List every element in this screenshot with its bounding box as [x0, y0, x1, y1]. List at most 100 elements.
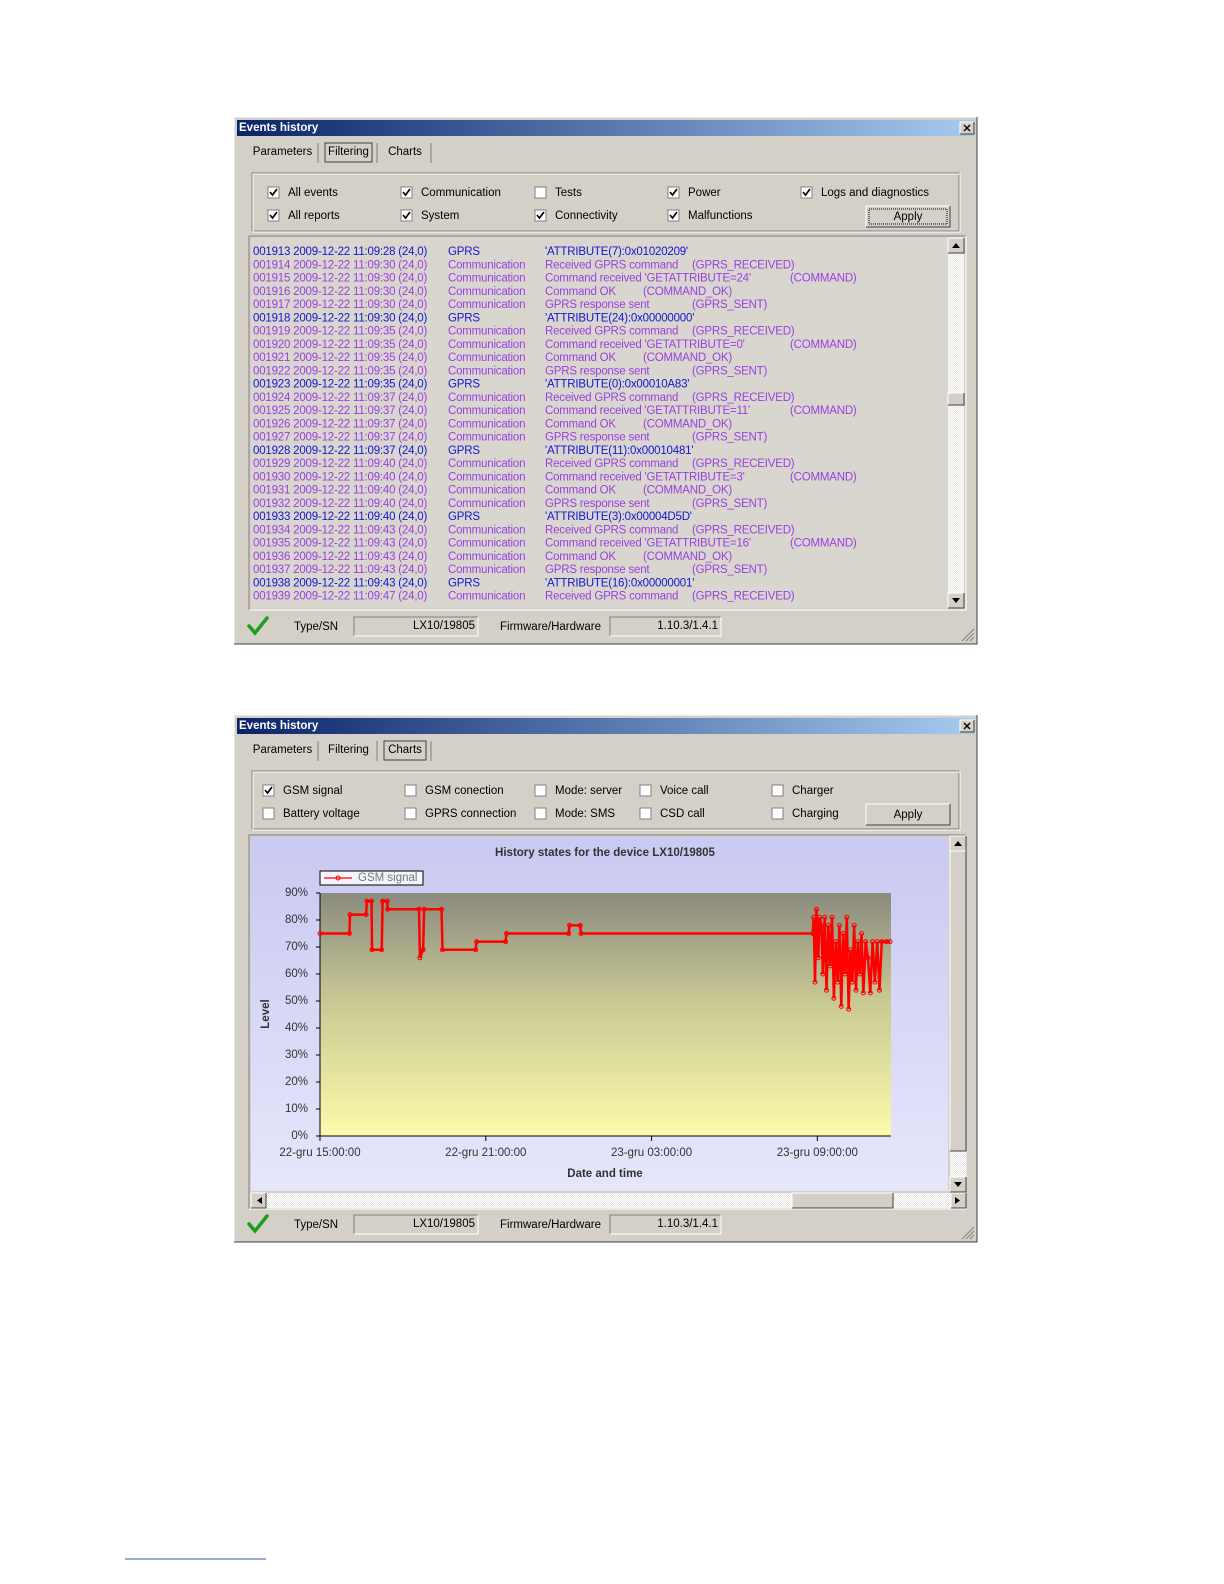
event-category: Communication: [448, 352, 525, 364]
data-point: [567, 922, 573, 928]
checkbox[interactable]: [404, 807, 417, 820]
series-line: [320, 899, 891, 1010]
data-point: [853, 987, 859, 993]
tab[interactable]: [247, 141, 318, 163]
apply-button[interactable]: [866, 206, 950, 227]
checkbox[interactable]: [771, 784, 784, 797]
tab-label: Charts: [388, 146, 422, 158]
scroll-up-button-edge: [948, 238, 965, 254]
firmware-field-edge: [609, 1214, 721, 1234]
scroll-thumb-edge: [948, 393, 965, 406]
data-point: [855, 939, 861, 945]
data-point: [503, 939, 509, 945]
event-id-time: 001939 2009-12-22 11:09:47 (24,0): [253, 591, 428, 603]
data-point: [849, 979, 855, 985]
checkbox-label: GSM conection: [425, 785, 504, 797]
checkbox-label: Power: [688, 187, 721, 199]
tab[interactable]: [320, 739, 377, 761]
data-point: [840, 931, 846, 936]
scroll-down-button-edge: [950, 1177, 967, 1193]
event-category: Communication: [448, 485, 525, 497]
data-point: [347, 912, 353, 918]
apply-button[interactable]: [866, 804, 950, 825]
checkbox-label: Charging: [792, 808, 839, 820]
event-id-time: 001938 2009-12-22 11:09:43 (24,0): [253, 577, 428, 589]
event-message: Command OK: [545, 485, 616, 497]
tab[interactable]: [379, 739, 431, 761]
arrow: [954, 841, 962, 846]
event-category: GPRS: [448, 246, 480, 258]
scroll-thumb[interactable]: [950, 851, 966, 1151]
checkbox[interactable]: [534, 186, 547, 199]
hscroll-track[interactable]: [251, 1193, 966, 1208]
tab[interactable]: [247, 739, 318, 761]
y-tick-label: 0%: [291, 1130, 308, 1142]
event-code: (GPRS_SENT): [692, 299, 767, 311]
scroll-thumb[interactable]: [948, 393, 964, 405]
data-point: [813, 906, 819, 912]
data-point: [815, 955, 821, 961]
checkbox-tick: [402, 211, 411, 220]
hscroll-thumb[interactable]: [792, 1193, 893, 1208]
event-code: (GPRS_RECEIVED): [692, 591, 795, 603]
tab[interactable]: [320, 141, 377, 163]
close-button-edge: [960, 122, 975, 135]
event-id-time: 001917 2009-12-22 11:09:30 (24,0): [253, 299, 428, 311]
checkbox[interactable]: [404, 784, 417, 797]
firmware-field: [610, 617, 721, 636]
event-code: (GPRS_RECEIVED): [692, 326, 795, 338]
data-point: [421, 906, 427, 912]
y-tick-label: 50%: [285, 995, 308, 1007]
data-point: [363, 912, 369, 918]
data-point: [439, 906, 445, 912]
checkbox-label: GSM signal: [283, 785, 342, 797]
tab-selected-outline: [324, 142, 373, 163]
checkbox[interactable]: [771, 807, 784, 820]
event-id-time: 001931 2009-12-22 11:09:40 (24,0): [253, 485, 428, 497]
data-point: [874, 939, 880, 945]
event-id-time: 001921 2009-12-22 11:09:35 (24,0): [253, 352, 428, 364]
event-code: (COMMAND_OK): [643, 286, 732, 298]
apply-button-edge: [865, 205, 950, 227]
event-message: 'ATTRIBUTE(11):0x00010481': [545, 445, 693, 457]
x-tick-label: 22-gru 21:00:00: [445, 1147, 526, 1159]
tab-selected-outline: [383, 740, 427, 761]
event-id-time: 001928 2009-12-22 11:09:37 (24,0): [253, 445, 428, 457]
arrow: [257, 1197, 262, 1204]
data-point: [385, 906, 391, 912]
data-point: [870, 939, 876, 945]
checkbox[interactable]: [534, 784, 547, 797]
type-sn-label: Type/SN: [294, 1219, 338, 1231]
scrollbar-track[interactable]: [948, 238, 964, 608]
scroll-up-button-edge: [949, 835, 966, 851]
checkbox[interactable]: [639, 784, 652, 797]
x-tick-label: 22-gru 15:00:00: [279, 1147, 360, 1159]
event-message: GPRS response sent: [545, 498, 650, 510]
checkbox[interactable]: [262, 807, 275, 820]
type-sn-value: LX10/19805: [413, 620, 475, 632]
event-category: Communication: [448, 299, 525, 311]
checkbox-label: Connectivity: [555, 210, 618, 222]
arrow: [952, 598, 960, 603]
data-point: [474, 939, 480, 945]
window-frame-edge: [233, 714, 977, 1242]
tab-label: Parameters: [253, 146, 313, 158]
close-button-edge: [959, 719, 974, 732]
firmware-label: Firmware/Hardware: [500, 1219, 601, 1231]
legend-box: [319, 870, 424, 886]
event-id-time: 001922 2009-12-22 11:09:35 (24,0): [253, 365, 428, 377]
type-sn-value: LX10/19805: [413, 1218, 475, 1230]
tab[interactable]: [379, 141, 431, 163]
checkbox[interactable]: [534, 807, 547, 820]
type-sn-field-edge: [354, 617, 479, 637]
event-message: 'ATTRIBUTE(24):0x00000000': [545, 312, 694, 324]
scroll-right-button-edge: [951, 1193, 967, 1209]
hscroll-thumb-edge: [792, 1193, 894, 1209]
event-message: GPRS response sent: [545, 365, 650, 377]
group-box: [251, 770, 960, 830]
firmware-field: [610, 1215, 721, 1234]
checkbox[interactable]: [639, 807, 652, 820]
data-point: [503, 931, 509, 936]
event-message: Received GPRS command: [545, 259, 678, 271]
data-point: [847, 947, 853, 953]
